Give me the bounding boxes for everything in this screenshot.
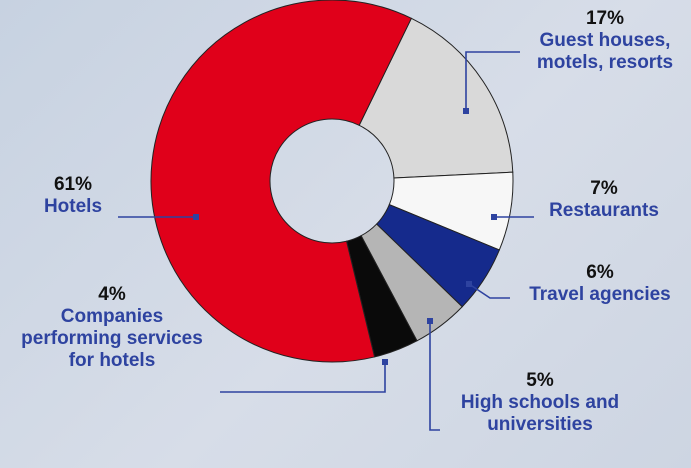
pct-guest-houses: 17%: [585, 8, 625, 29]
pct-high-schools: 5%: [526, 370, 554, 391]
label-restaurants: 7% Restaurants: [534, 178, 674, 222]
pct-hotels: 61%: [53, 174, 93, 195]
cat-hotels: Hotels: [43, 195, 103, 217]
leader-marker-restaurants: [491, 214, 497, 220]
cat-travel-agencies: Travel agencies: [529, 283, 671, 305]
leader-line-travel: [468, 283, 510, 299]
cat-restaurants: Restaurants: [549, 199, 659, 221]
cat-guest-houses-line2: motels, resorts: [536, 51, 674, 73]
slice-guest: [358, 17, 514, 179]
label-hotels: 61% Hotels: [28, 174, 118, 218]
leader-line-companies: [220, 362, 386, 393]
cat-companies-line2: performing services: [21, 327, 203, 349]
cat-guest-houses-line1: Guest houses,: [539, 29, 671, 51]
pct-travel-agencies: 6%: [586, 262, 614, 283]
leader-marker-hotels: [193, 214, 199, 220]
leader-lines: [118, 51, 534, 431]
cat-companies-line1: Companies: [60, 305, 164, 327]
slice-hotels: [150, 0, 413, 363]
leader-marker-guest: [463, 108, 469, 114]
leader-marker-schools: [427, 318, 433, 324]
leader-marker-travel: [466, 281, 472, 287]
label-high-schools: 5% High schools and universities: [440, 370, 640, 436]
leader-marker-companies: [382, 359, 388, 365]
pct-companies: 4%: [98, 284, 126, 305]
leader-line-guest: [465, 51, 520, 111]
label-guest-houses: 17% Guest houses, motels, resorts: [520, 8, 690, 74]
cat-high-schools-line2: universities: [487, 413, 593, 435]
pct-restaurants: 7%: [590, 178, 618, 199]
cat-high-schools-line1: High schools and: [460, 391, 620, 413]
label-companies: 4% Companies performing services for hot…: [2, 284, 222, 371]
label-travel-agencies: 6% Travel agencies: [510, 262, 690, 306]
cat-companies-line3: for hotels: [68, 349, 156, 371]
leader-line-schools: [429, 321, 440, 431]
